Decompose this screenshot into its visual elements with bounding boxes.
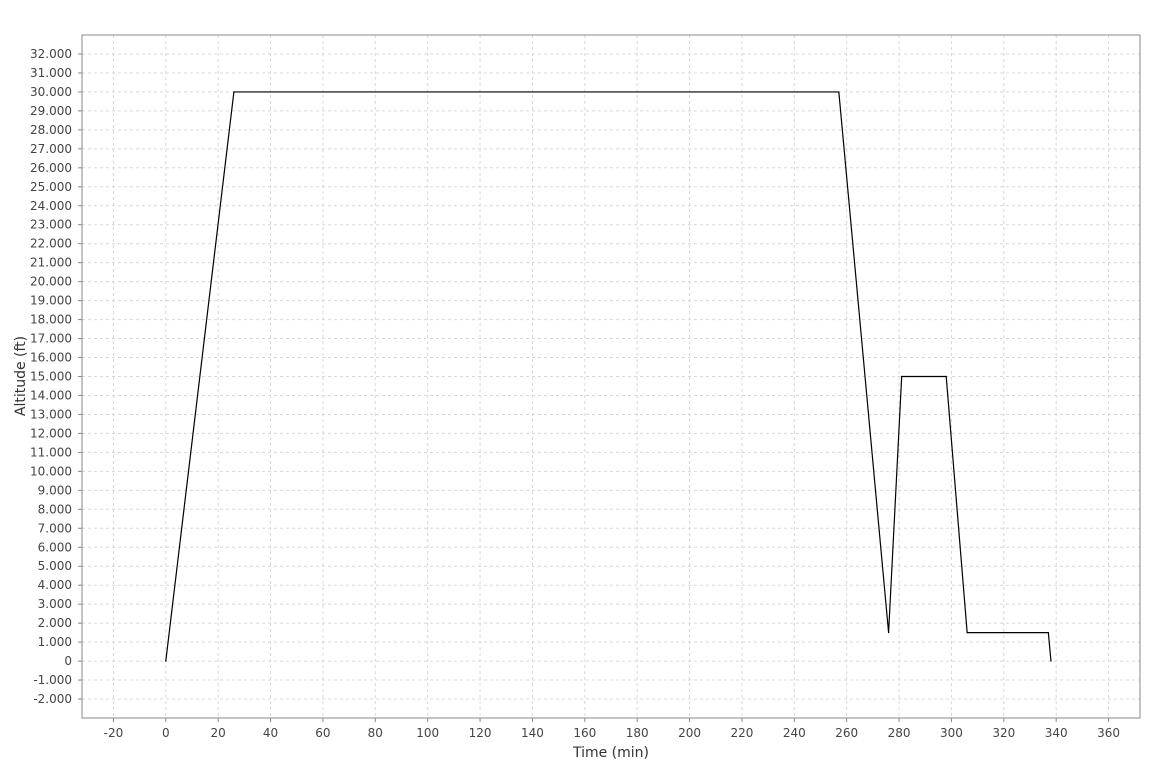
data-point <box>233 91 235 93</box>
y-tick-label: 23.000 <box>30 218 72 232</box>
y-tick-label: 15.000 <box>30 370 72 384</box>
y-tick-label: 21.000 <box>30 256 72 270</box>
y-tick-label: 17.000 <box>30 332 72 346</box>
y-tick-label: -2.000 <box>33 692 72 706</box>
y-tick-label: 2.000 <box>38 616 72 630</box>
y-tick-label: 9.000 <box>38 483 72 497</box>
y-tick-label: 22.000 <box>30 237 72 251</box>
x-tick-label: 100 <box>416 726 439 740</box>
y-tick-label: 8.000 <box>38 502 72 516</box>
y-tick-label: 27.000 <box>30 142 72 156</box>
x-tick-label: 360 <box>1097 726 1120 740</box>
y-axis-title: Altitude (ft) <box>13 336 29 416</box>
data-point <box>966 632 968 634</box>
y-tick-label: 29.000 <box>30 104 72 118</box>
x-tick-label: 60 <box>315 726 330 740</box>
y-tick-label: 11.000 <box>30 445 72 459</box>
data-point <box>901 375 903 378</box>
y-tick-label: 5.000 <box>38 559 72 573</box>
data-point <box>887 632 890 634</box>
data-point <box>165 660 167 662</box>
x-tick-label: -20 <box>104 726 124 740</box>
y-tick-label: -1.000 <box>33 673 72 687</box>
y-tick-label: 16.000 <box>30 351 72 365</box>
x-tick-label: 240 <box>783 726 806 740</box>
x-axis: -20 0 20 40 60 80 100 120 140 160 180 200 220 240 260 2… <box>104 718 1120 740</box>
grid <box>82 35 1140 718</box>
y-tick-label: 13.000 <box>30 407 72 421</box>
y-tick-label: 30.000 <box>30 85 72 99</box>
data-point <box>1047 632 1049 634</box>
x-tick-label: 120 <box>469 726 492 740</box>
y-tick-label: 14.000 <box>30 388 72 402</box>
x-tick-label: 260 <box>835 726 858 740</box>
x-tick-label: 180 <box>626 726 649 740</box>
y-tick-label: 19.000 <box>30 294 72 308</box>
y-tick-label: 24.000 <box>30 199 72 213</box>
x-tick-label: 200 <box>678 726 701 740</box>
y-tick-label: 7.000 <box>38 521 72 535</box>
x-tick-label: 0 <box>162 726 170 740</box>
series-layer <box>165 91 1052 662</box>
y-tick-label: 6.000 <box>38 540 72 554</box>
x-tick-label: 320 <box>992 726 1015 740</box>
x-tick-label: 40 <box>263 726 278 740</box>
y-tick-label: 25.000 <box>30 180 72 194</box>
data-point <box>945 375 947 378</box>
y-tick-label: 32.000 <box>30 47 72 61</box>
y-axis: -2.000 -1.000 0 1.000 2.000 3.000 4.000 5.000 6.… <box>30 47 82 706</box>
x-tick-label: 20 <box>211 726 226 740</box>
y-tick-label: 10.000 <box>30 464 72 478</box>
y-tick-label: 28.000 <box>30 123 72 137</box>
y-tick-label: 26.000 <box>30 161 72 175</box>
x-tick-label: 280 <box>888 726 911 740</box>
x-axis-title: Time (min) <box>572 745 649 761</box>
y-tick-label: 18.000 <box>30 313 72 327</box>
y-tick-label: 3.000 <box>38 597 72 611</box>
y-tick-label: 4.000 <box>38 578 72 592</box>
y-tick-label: 1.000 <box>38 635 72 649</box>
y-tick-label: 12.000 <box>30 426 72 440</box>
y-tick-label: 0 <box>64 654 72 668</box>
y-tick-label: 31.000 <box>30 66 72 80</box>
data-point <box>1050 660 1052 662</box>
x-tick-label: 340 <box>1045 726 1068 740</box>
x-tick-label: 220 <box>730 726 753 740</box>
data-point <box>838 91 840 93</box>
x-tick-label: 140 <box>521 726 544 740</box>
x-tick-label: 160 <box>573 726 596 740</box>
x-tick-label: 80 <box>368 726 383 740</box>
x-tick-label: 300 <box>940 726 963 740</box>
y-tick-label: 20.000 <box>30 275 72 289</box>
